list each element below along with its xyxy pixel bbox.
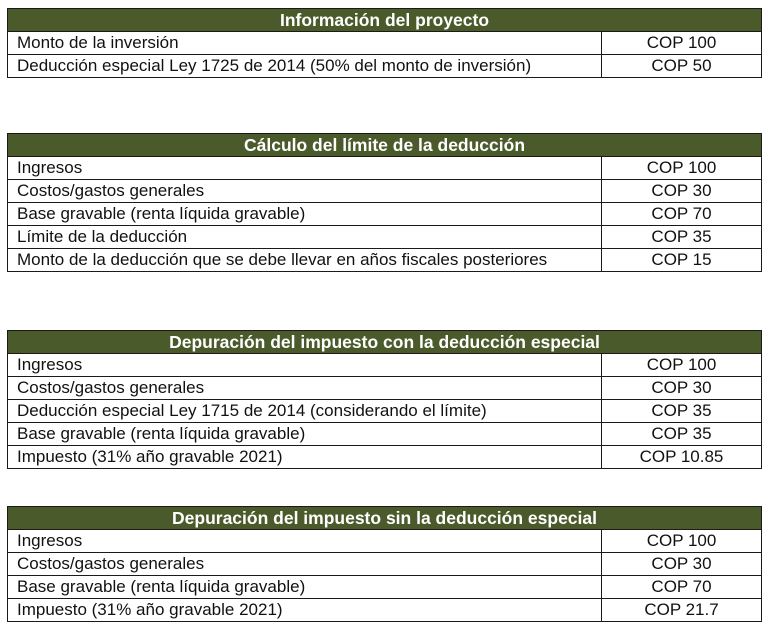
table-row: Monto de la inversión COP 100: [7, 31, 762, 55]
row-label: Monto de la deducción que se debe llevar…: [7, 248, 602, 272]
row-label: Costos/gastos generales: [7, 179, 602, 203]
row-label: Deducción especial Ley 1715 de 2014 (con…: [7, 399, 602, 423]
row-value: COP 100: [601, 353, 762, 377]
tax-without-deduction-table: Depuración del impuesto sin la deducción…: [6, 506, 763, 622]
row-value: COP 100: [600, 156, 763, 180]
row-label: Impuesto (31% año gravable 2021): [7, 598, 602, 622]
table-title: Depuración del impuesto con la deducción…: [7, 330, 762, 354]
row-label: Ingresos: [7, 353, 602, 377]
table-row: Ingresos COP 100: [7, 353, 762, 377]
table-header-row: Cálculo del límite de la deducción: [6, 133, 763, 157]
row-label: Base gravable (renta líquida gravable): [7, 202, 602, 226]
row-label: Deducción especial Ley 1725 de 2014 (50%…: [7, 54, 602, 78]
row-value: COP 50: [601, 54, 762, 78]
row-value: COP 30: [600, 552, 763, 576]
row-value: COP 30: [601, 376, 762, 400]
table-header-row: Información del proyecto: [7, 8, 762, 32]
project-info-table: Información del proyecto Monto de la inv…: [7, 8, 762, 78]
table-row: Costos/gastos generales COP 30: [7, 179, 763, 203]
table-row: Impuesto (31% año gravable 2021) COP 10.…: [7, 445, 762, 469]
table-row: Ingresos COP 100: [7, 529, 763, 553]
row-value: COP 70: [600, 575, 763, 599]
table-title: Información del proyecto: [7, 8, 762, 32]
deduction-limit-table: Cálculo del límite de la deducción Ingre…: [6, 133, 763, 272]
table-header-row: Depuración del impuesto sin la deducción…: [6, 506, 763, 530]
table-row: Costos/gastos generales COP 30: [7, 552, 763, 576]
table-row: Costos/gastos generales COP 30: [7, 376, 762, 400]
table-row: Deducción especial Ley 1715 de 2014 (con…: [7, 399, 762, 423]
table-row: Deducción especial Ley 1725 de 2014 (50%…: [7, 54, 762, 78]
table-row: Impuesto (31% año gravable 2021) COP 21.…: [7, 598, 763, 622]
row-label: Base gravable (renta líquida gravable): [7, 422, 602, 446]
table-row: Límite de la deducción COP 35: [7, 225, 763, 249]
table-row: Base gravable (renta líquida gravable) C…: [7, 575, 763, 599]
row-label: Ingresos: [7, 156, 602, 180]
row-value: COP 30: [600, 179, 763, 203]
table-row: Base gravable (renta líquida gravable) C…: [7, 422, 762, 446]
row-value: COP 35: [601, 399, 762, 423]
row-value: COP 70: [600, 202, 763, 226]
table-title: Cálculo del límite de la deducción: [6, 133, 763, 157]
table-row: Base gravable (renta líquida gravable) C…: [7, 202, 763, 226]
row-value: COP 15: [600, 248, 763, 272]
row-value: COP 100: [601, 31, 762, 55]
row-label: Monto de la inversión: [7, 31, 602, 55]
row-label: Costos/gastos generales: [7, 552, 602, 576]
row-label: Impuesto (31% año gravable 2021): [7, 445, 602, 469]
row-label: Costos/gastos generales: [7, 376, 602, 400]
row-label: Base gravable (renta líquida gravable): [7, 575, 602, 599]
table-row: Monto de la deducción que se debe llevar…: [7, 248, 763, 272]
row-label: Ingresos: [7, 529, 602, 553]
row-value: COP 10.85: [601, 445, 762, 469]
row-value: COP 35: [601, 422, 762, 446]
table-row: Ingresos COP 100: [7, 156, 763, 180]
row-label: Límite de la deducción: [7, 225, 602, 249]
row-value: COP 100: [600, 529, 763, 553]
tax-with-deduction-table: Depuración del impuesto con la deducción…: [7, 330, 762, 469]
table-header-row: Depuración del impuesto con la deducción…: [7, 330, 762, 354]
row-value: COP 21.7: [600, 598, 763, 622]
table-title: Depuración del impuesto sin la deducción…: [6, 506, 763, 530]
row-value: COP 35: [600, 225, 763, 249]
